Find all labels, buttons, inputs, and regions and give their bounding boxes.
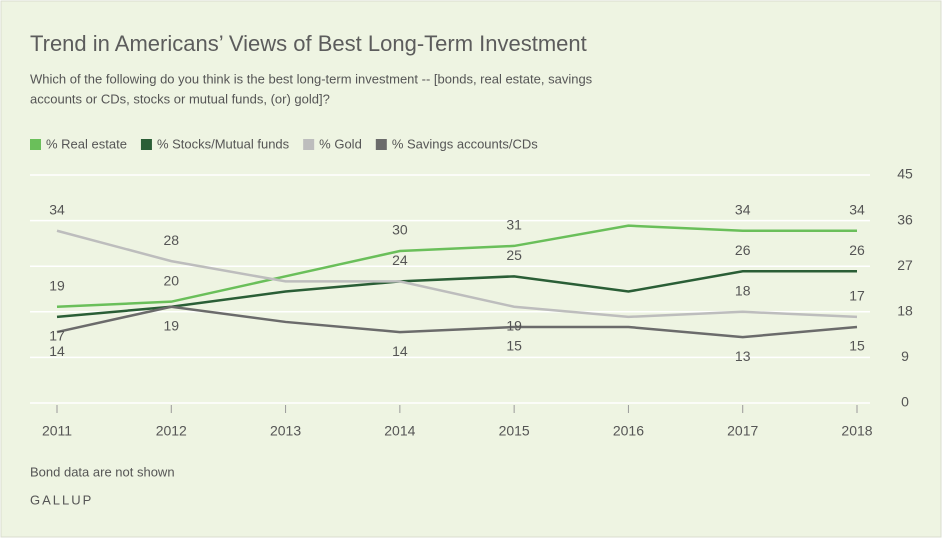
data-label: 25 — [506, 247, 522, 263]
data-label: 34 — [49, 201, 65, 217]
y-tick-label: 27 — [897, 257, 913, 273]
x-tick-label: 2015 — [499, 423, 530, 439]
series-line — [56, 305, 858, 339]
note: Bond data are not shown — [30, 464, 175, 479]
data-label: 31 — [506, 217, 522, 233]
legend-swatch — [30, 139, 41, 150]
data-label: 17 — [849, 288, 865, 304]
data-label: 19 — [163, 317, 179, 333]
data-label: 26 — [735, 242, 751, 258]
data-label: 26 — [849, 242, 865, 258]
x-tick-label: 2017 — [727, 423, 758, 439]
data-label: 17 — [49, 328, 65, 344]
x-tick-label: 2014 — [384, 423, 415, 439]
subtitle: accounts or CDs, stocks or mutual funds,… — [30, 91, 330, 106]
data-label: 34 — [849, 201, 865, 217]
data-label: 19 — [49, 277, 65, 293]
data-label: 28 — [163, 232, 179, 248]
series-line — [56, 270, 857, 319]
y-tick-label: 9 — [901, 348, 909, 364]
data-label: 14 — [49, 343, 65, 359]
y-tick-label: 45 — [897, 166, 913, 182]
data-label: 14 — [392, 343, 408, 359]
x-tick-label: 2018 — [841, 423, 872, 439]
data-label: 18 — [735, 283, 751, 299]
y-tick-label: 0 — [901, 394, 909, 410]
data-label: 24 — [392, 252, 408, 268]
chart-title: Trend in Americans’ Views of Best Long-T… — [30, 31, 587, 56]
legend-swatch — [140, 139, 152, 150]
data-label: 13 — [735, 348, 751, 364]
subtitle: Which of the following do you think is t… — [30, 71, 593, 86]
series-line — [56, 224, 857, 308]
legend-label: % Gold — [319, 136, 362, 151]
series-line — [56, 229, 858, 319]
legend-label: % Stocks/Mutual funds — [157, 136, 290, 151]
source: GALLUP — [30, 492, 93, 507]
x-tick-label: 2016 — [613, 423, 644, 439]
x-tick-label: 2013 — [270, 423, 301, 439]
legend-label: % Real estate — [46, 136, 127, 151]
data-label: 20 — [163, 272, 179, 288]
y-tick-label: 18 — [897, 303, 913, 319]
legend-label: % Savings accounts/CDs — [392, 136, 538, 151]
data-label: 15 — [849, 338, 865, 354]
data-label: 19 — [506, 317, 522, 333]
data-label: 15 — [506, 338, 522, 354]
data-label: 30 — [392, 222, 408, 238]
x-tick-label: 2012 — [156, 423, 187, 439]
legend-swatch — [303, 139, 315, 150]
legend-swatch — [375, 139, 387, 150]
x-tick-label: 2011 — [42, 423, 72, 439]
y-tick-label: 36 — [897, 211, 913, 227]
data-label: 34 — [735, 201, 751, 217]
